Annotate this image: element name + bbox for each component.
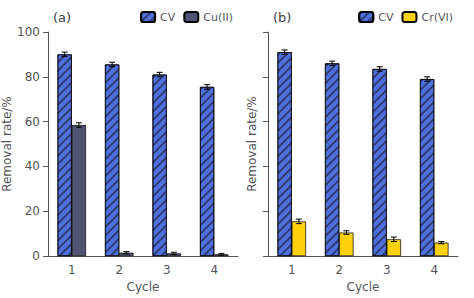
svg-text:Removal rate/%: Removal rate/% <box>245 96 259 192</box>
svg-text:(b): (b) <box>273 10 291 25</box>
svg-text:4: 4 <box>430 263 438 277</box>
svg-text:Cr(VI): Cr(VI) <box>421 11 453 24</box>
svg-text:1: 1 <box>288 263 296 277</box>
svg-text:Cu(II): Cu(II) <box>203 11 233 24</box>
svg-text:40: 40 <box>25 159 40 173</box>
svg-text:3: 3 <box>383 263 391 277</box>
svg-text:(a): (a) <box>53 10 71 25</box>
svg-text:2: 2 <box>335 263 343 277</box>
svg-text:Removal rate/%: Removal rate/% <box>0 96 14 192</box>
svg-text:100: 100 <box>17 25 40 39</box>
svg-text:CV: CV <box>378 11 394 24</box>
svg-text:2: 2 <box>115 263 123 277</box>
svg-text:60: 60 <box>25 115 40 129</box>
svg-text:3: 3 <box>163 263 171 277</box>
svg-text:Cycle: Cycle <box>127 280 160 294</box>
svg-text:4: 4 <box>210 263 218 277</box>
svg-text:80: 80 <box>25 70 40 84</box>
svg-text:1: 1 <box>68 263 76 277</box>
svg-text:Cycle: Cycle <box>347 280 380 294</box>
svg-text:0: 0 <box>32 249 40 263</box>
svg-text:CV: CV <box>160 11 176 24</box>
svg-text:20: 20 <box>25 204 40 218</box>
